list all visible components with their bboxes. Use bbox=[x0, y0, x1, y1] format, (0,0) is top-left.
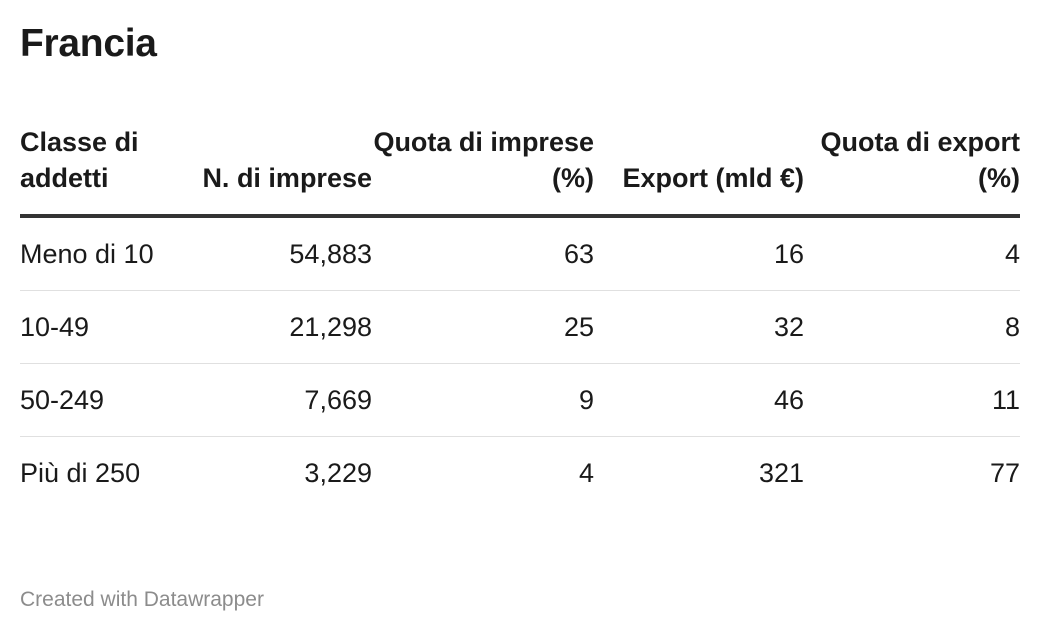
header-row: Classe di addetti N. di imprese Quota di… bbox=[20, 124, 1020, 218]
table-cell: 11 bbox=[804, 363, 1020, 437]
chart-title: Francia bbox=[20, 22, 157, 65]
table-cell: 32 bbox=[594, 290, 804, 364]
table-cell: 9 bbox=[372, 363, 594, 437]
table-cell: 8 bbox=[804, 290, 1020, 364]
table-cell: 3,229 bbox=[304, 457, 372, 488]
column-header-export: Export (mld €) bbox=[594, 124, 804, 218]
data-table: Classe di addetti N. di imprese Quota di… bbox=[20, 124, 1020, 509]
table-row: Meno di 10 54,883 63 16 4 bbox=[20, 216, 1020, 291]
table-cell: 46 bbox=[594, 363, 804, 437]
table-cell: 25 bbox=[372, 290, 594, 364]
table-cell: Più di 250 bbox=[20, 457, 141, 488]
table-cell: 77 bbox=[989, 457, 1020, 488]
table-cell: 50-249 bbox=[20, 363, 188, 437]
footer-credit[interactable]: Created with Datawrapper bbox=[20, 588, 264, 611]
table-cell: 7,669 bbox=[188, 363, 372, 437]
table-cell: 10-49 bbox=[20, 290, 188, 364]
column-header-quota-imprese: Quota di imprese (%) bbox=[372, 124, 594, 218]
table-cell: 16 bbox=[594, 216, 804, 291]
table-cell: 63 bbox=[372, 216, 594, 291]
table-cell: 4 bbox=[804, 216, 1020, 291]
column-header-n-imprese: N. di imprese bbox=[188, 124, 372, 218]
column-header-quota-export: Quota di export (%) bbox=[804, 124, 1020, 218]
table-cell: 54,883 bbox=[188, 216, 372, 291]
table-cell: 4 bbox=[578, 457, 594, 488]
table-row: 50-249 7,669 9 46 11 bbox=[20, 363, 1020, 437]
table-cell: 321 bbox=[758, 457, 804, 488]
table-cell: Meno di 10 bbox=[20, 216, 188, 291]
table-cell: 21,298 bbox=[188, 290, 372, 364]
table-row: Più di 250 3,229 4 321 77 bbox=[20, 437, 1020, 510]
table-row: 10-49 21,298 25 32 8 bbox=[20, 290, 1020, 364]
column-header-classe: Classe di addetti bbox=[20, 124, 188, 218]
